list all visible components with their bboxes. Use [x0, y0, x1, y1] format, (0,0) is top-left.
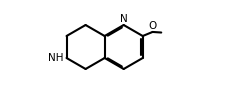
Text: O: O [148, 21, 156, 31]
Text: N: N [119, 14, 127, 24]
Text: NH: NH [48, 53, 63, 63]
